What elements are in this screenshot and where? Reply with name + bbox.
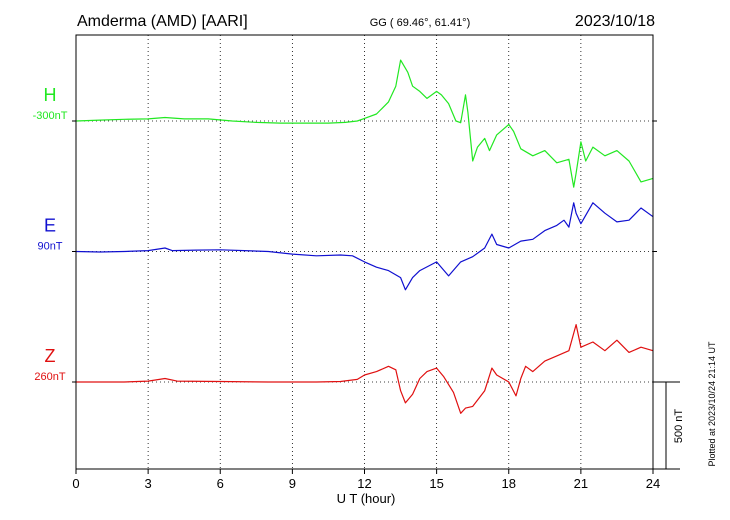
x-tick-label: 18: [502, 476, 516, 491]
x-tick-label: 15: [429, 476, 443, 491]
scale-bar: 500 nT: [653, 381, 685, 470]
x-axis-label: U T (hour): [337, 491, 396, 506]
series-name-e: E: [44, 216, 56, 236]
series-baseline-h: -300nT: [33, 110, 68, 122]
geo-coordinates: GG ( 69.46°, 61.41°): [370, 17, 471, 29]
x-tick-label: 9: [289, 476, 296, 491]
series-name-h: H: [44, 85, 57, 105]
series-line-z: [76, 324, 654, 414]
plotted-note: Plotted at 2023/10/24 21:14 UT: [707, 341, 717, 467]
plot-frame: [75, 34, 654, 470]
series-line-e: [75, 202, 654, 291]
series-baseline-z: 260nT: [34, 371, 65, 383]
x-axis: 0 3 6 9 12 15 18 21 24: [72, 469, 660, 491]
series-layer: [75, 59, 654, 414]
x-tick-label: 0: [72, 476, 79, 491]
grid: [72, 35, 657, 469]
series-baseline-e: 90nT: [37, 241, 62, 253]
x-tick-label: 21: [574, 476, 588, 491]
series-line-h: [75, 59, 654, 188]
x-tick-label: 3: [145, 476, 152, 491]
station-title: Amderma (AMD) [AARI]: [77, 13, 248, 30]
series-name-z: Z: [45, 346, 56, 366]
x-tick-label: 12: [357, 476, 371, 491]
scale-bar-label: 500 nT: [673, 409, 685, 444]
chart-date: 2023/10/18: [575, 13, 655, 30]
x-tick-label: 6: [217, 476, 224, 491]
x-tick-label: 24: [646, 476, 660, 491]
